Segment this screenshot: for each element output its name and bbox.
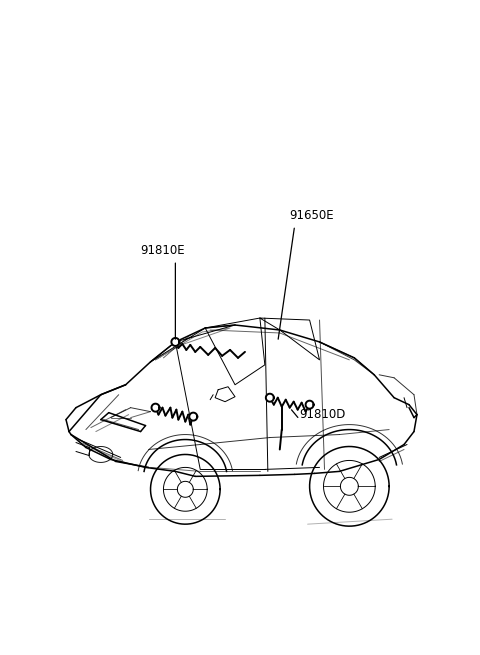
Polygon shape (306, 401, 313, 409)
Polygon shape (171, 338, 180, 346)
Text: 91810D: 91810D (300, 408, 346, 421)
Text: 91810E: 91810E (141, 244, 185, 257)
Polygon shape (266, 394, 274, 402)
Polygon shape (189, 413, 197, 421)
Polygon shape (152, 403, 159, 411)
Text: 91650E: 91650E (290, 209, 335, 222)
